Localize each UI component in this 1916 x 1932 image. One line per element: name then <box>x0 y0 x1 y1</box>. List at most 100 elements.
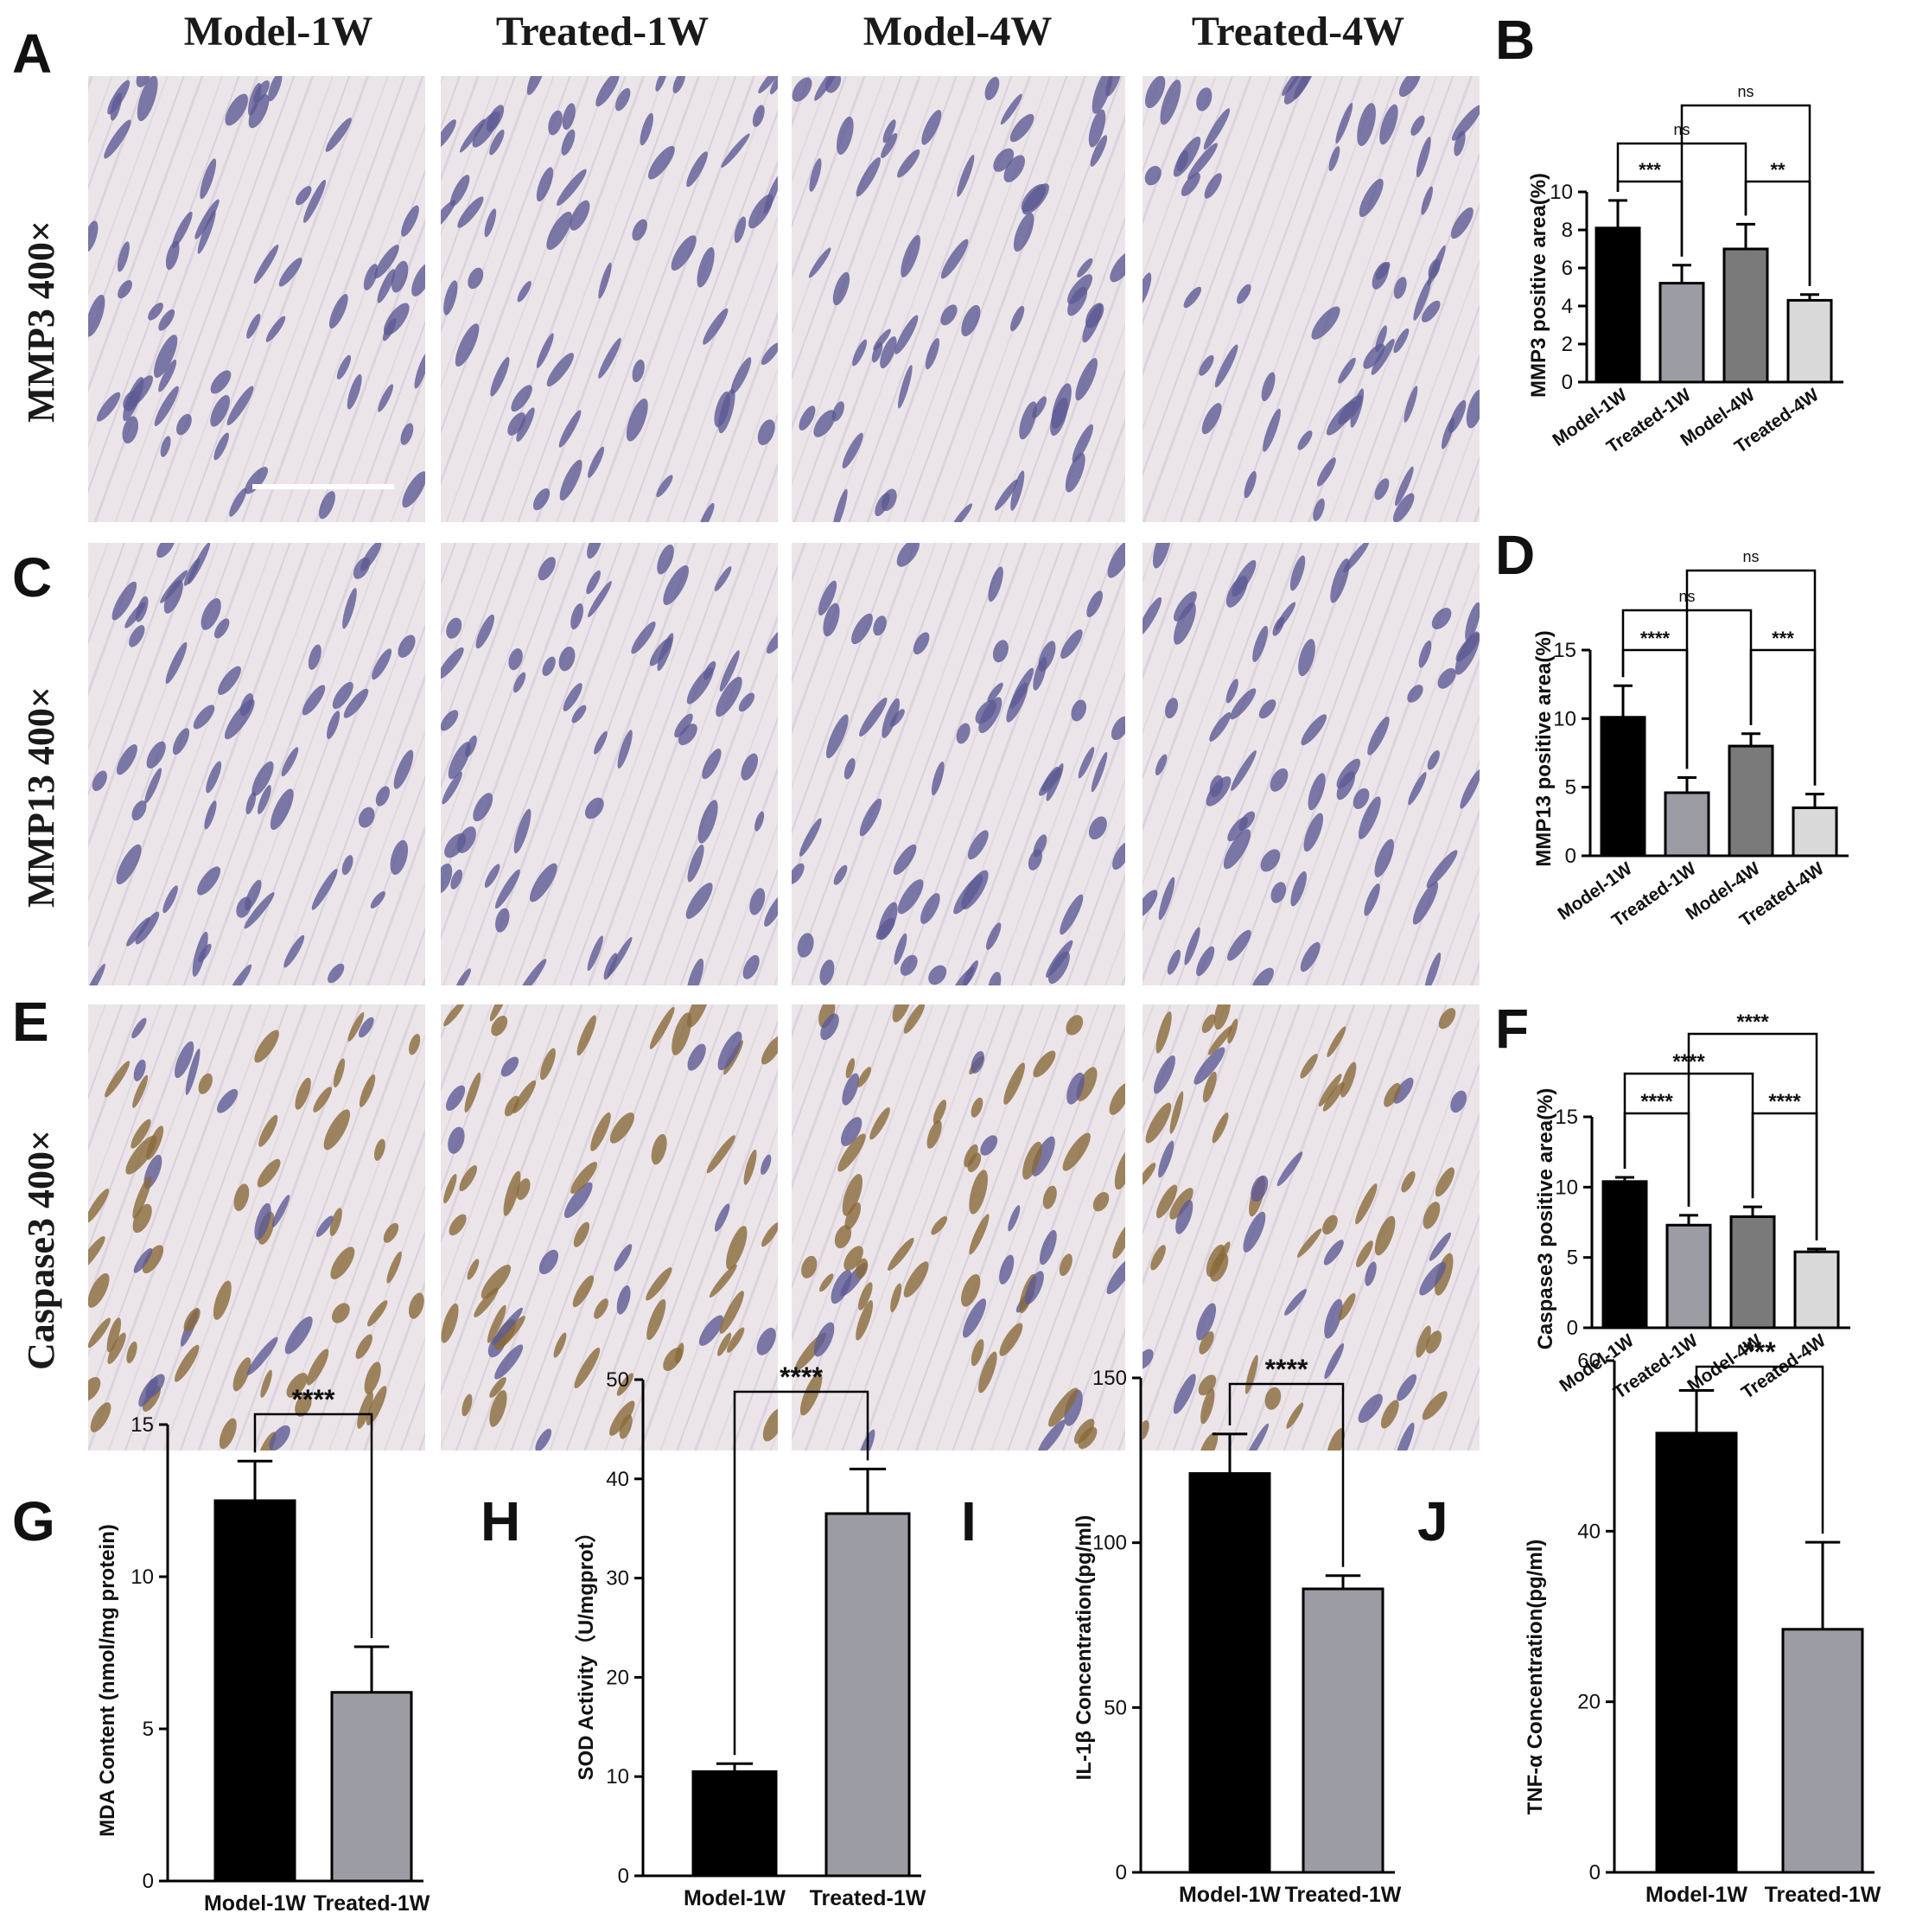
bar-model-1w <box>1188 1472 1271 1874</box>
panel-letter-a: A <box>12 22 52 85</box>
x-category-label: Treated-1W <box>1285 1883 1402 1907</box>
row-label-mmp13: MMP13 400× <box>20 686 62 908</box>
significance-label: ns <box>1737 83 1754 100</box>
chart-h: 0 10 20 30 40 50 SOD Activity（U/mgprot） Model-1… <box>575 1361 926 1910</box>
significance-label: **** <box>780 1361 823 1393</box>
bar-treated-1w <box>1664 791 1710 858</box>
bar-model-1w <box>213 1499 296 1883</box>
significance-label: ** <box>1770 159 1786 181</box>
x-category-label: Treated-1W <box>314 1891 430 1916</box>
y-tick-label: 50 <box>1104 1696 1127 1719</box>
significance-label: **** <box>292 1384 335 1415</box>
significance-bracket <box>1685 569 1817 786</box>
y-tick-label: 10 <box>606 1765 629 1789</box>
panel-letter-f: F <box>1495 998 1529 1060</box>
y-tick-label: 8 <box>1562 219 1573 242</box>
y-tick-label: 20 <box>1577 1691 1601 1714</box>
y-tick-label: 10 <box>1553 707 1576 730</box>
y-axis-label: MMP3 positive area(%) <box>1527 173 1550 398</box>
micrograph-r1-c2 <box>441 76 778 522</box>
y-tick-label: 20 <box>606 1666 629 1689</box>
x-category-label: Model-1W <box>1179 1883 1281 1907</box>
bar-model-1w <box>1601 1180 1648 1329</box>
panel-letter-h: H <box>481 1490 520 1553</box>
y-axis-label: MDA Content (nmol/mg protein) <box>96 1524 119 1837</box>
scale-bar <box>252 484 394 489</box>
y-tick-label: 5 <box>1567 1247 1578 1270</box>
y-tick-label: 10 <box>130 1565 154 1589</box>
y-tick-label: 0 <box>1562 371 1573 394</box>
bar-model-4w <box>1729 1215 1776 1329</box>
bar-treated-1w <box>1302 1587 1384 1874</box>
panel-letter-i: I <box>961 1490 977 1553</box>
significance-label: *** <box>1743 1336 1776 1368</box>
panel-letter-g: G <box>12 1490 55 1553</box>
x-category-label: Treated-1W <box>810 1886 926 1910</box>
bar-model-1w <box>1655 1431 1738 1874</box>
y-tick-label: 0 <box>1589 1861 1601 1884</box>
significance-label: **** <box>1736 1011 1769 1034</box>
y-tick-label: 60 <box>1577 1349 1601 1373</box>
x-category-label: Treated-1W <box>1765 1883 1881 1907</box>
y-tick-label: 10 <box>1555 1176 1578 1199</box>
y-tick-label: 0 <box>143 1870 154 1893</box>
y-tick-label: 150 <box>1092 1367 1127 1390</box>
y-tick-label: 2 <box>1562 333 1573 356</box>
y-tick-label: 6 <box>1562 257 1573 280</box>
micrograph-r2-c2 <box>441 543 778 985</box>
y-tick-label: 5 <box>1565 776 1576 800</box>
column-header-model-4w: Model-4W <box>863 9 1053 54</box>
chart-i: 0 50 100 150 IL-1β Concentration(pg/ml) Model… <box>1073 1354 1402 1907</box>
significance-bracket <box>1680 104 1811 286</box>
micrograph-r1-c1 <box>88 76 425 522</box>
y-tick-label: 0 <box>1565 845 1576 868</box>
y-tick-label: 10 <box>1550 181 1573 204</box>
histology-image-grid <box>88 76 1480 1451</box>
y-tick-label: 15 <box>1553 639 1576 662</box>
y-tick-label: 0 <box>618 1865 629 1888</box>
y-tick-label: 50 <box>606 1368 629 1392</box>
micrograph-r2-c3 <box>792 543 1125 985</box>
micrograph-r1-c4 <box>1143 76 1480 522</box>
chart-g: 0 5 10 15 MDA Content (nmol/mg protein) Model… <box>96 1384 430 1916</box>
micrograph-r3-c3 <box>792 1004 1125 1451</box>
panel-letter-b: B <box>1495 9 1535 71</box>
y-tick-label: 15 <box>1555 1106 1578 1129</box>
bar-model-1w <box>1600 716 1646 858</box>
bar-treated-4w <box>1786 298 1833 384</box>
significance-bracket <box>733 1390 869 1756</box>
bar-model-1w <box>691 1769 778 1878</box>
panel-letter-j: J <box>1417 1490 1448 1553</box>
micrograph-r2-c4 <box>1143 543 1480 985</box>
panel-letter-c: C <box>12 546 52 609</box>
significance-label: *** <box>1772 628 1794 649</box>
x-category-label: Model-1W <box>204 1891 306 1916</box>
column-header-treated-4w: Treated-4W <box>1192 9 1404 54</box>
x-category-label: Model-1W <box>1645 1883 1747 1907</box>
significance-label: *** <box>1639 159 1661 181</box>
significance-bracket <box>1228 1382 1345 1567</box>
panel-letter-e: E <box>12 991 49 1053</box>
y-tick-label: 0 <box>1567 1317 1578 1340</box>
y-tick-label: 4 <box>1562 295 1573 318</box>
significance-label: **** <box>1265 1354 1308 1385</box>
y-axis-label: SOD Activity（U/mgprot） <box>575 1521 598 1780</box>
y-axis-label: TNF-α Concentration(pg/ml) <box>1524 1540 1547 1815</box>
y-tick-label: 40 <box>1577 1520 1601 1543</box>
chart-j: 0 20 40 60 TNF-α Concentration(pg/ml) Model-1… <box>1524 1336 1881 1907</box>
significance-label: **** <box>1640 628 1671 649</box>
significance-label: **** <box>1768 1090 1801 1113</box>
micrograph-r3-c2 <box>441 1004 778 1451</box>
column-header-model-1w: Model-1W <box>184 9 373 54</box>
significance-bracket <box>1695 1365 1824 1534</box>
x-category-label: Model-1W <box>684 1886 786 1910</box>
bar-treated-1w <box>330 1691 413 1883</box>
micrograph-r1-c3 <box>792 76 1125 522</box>
y-axis-label: MMP13 positive area(%) <box>1532 630 1556 866</box>
bar-treated-4w <box>1792 806 1838 858</box>
y-tick-label: 15 <box>130 1413 154 1437</box>
row-label-mmp3: MMP3 400× <box>20 220 62 423</box>
bar-treated-1w <box>824 1512 911 1878</box>
